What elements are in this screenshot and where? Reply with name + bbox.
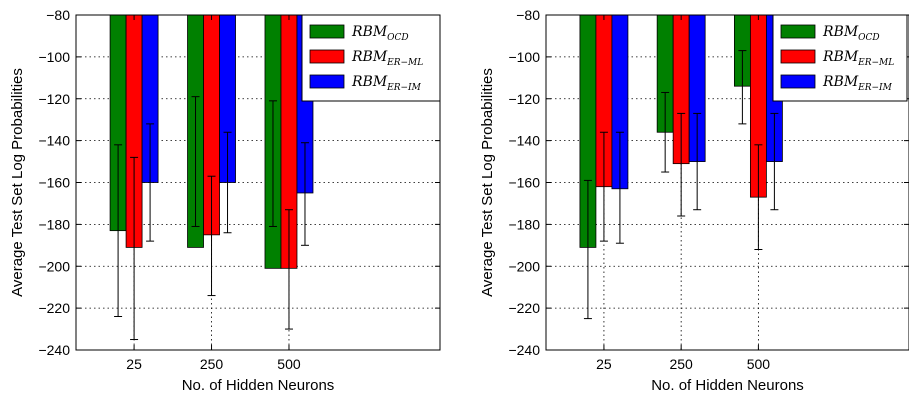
legend-swatch-3 <box>309 74 345 89</box>
y-tick-label-7: −220 <box>508 300 540 316</box>
x-axis-label: No. of Hidden Neurons <box>651 377 804 394</box>
x-tick-label-2: 500 <box>277 356 301 372</box>
legend-label-3: RBMER−IM <box>351 74 422 93</box>
y-tick-label-1: −100 <box>38 49 70 65</box>
y-tick-label-6: −200 <box>508 258 540 274</box>
y-tick-label-0: −80 <box>516 7 540 23</box>
y-tick-label-7: −220 <box>38 300 70 316</box>
legend-label-2: RBMER−ML <box>351 49 423 68</box>
x-tick-label-1: 250 <box>669 356 693 372</box>
x-tick-label-0: 25 <box>126 356 142 372</box>
y-tick-label-8: −240 <box>38 342 70 358</box>
x-axis-label: No. of Hidden Neurons <box>182 377 335 394</box>
y-tick-label-5: −180 <box>38 216 70 232</box>
legend: RBMOCD RBMER−ML RBMER−IM <box>772 14 908 102</box>
y-axis-label: Average Test Set Log Probabilities <box>9 68 26 297</box>
legend-label-1: RBMOCD <box>351 24 409 43</box>
legend-swatch-3 <box>780 74 816 89</box>
y-tick-label-3: −140 <box>38 133 70 149</box>
x-tick-label-0: 25 <box>596 356 612 372</box>
y-tick-label-8: −240 <box>508 342 540 358</box>
legend-swatch-1 <box>309 24 345 39</box>
chart-panel-2: −80 −100 −120 −140 −160 −180 −200 −220 −240 25 250… <box>479 7 909 394</box>
y-tick-label-2: −120 <box>38 91 70 107</box>
legend-label-1: RBMOCD <box>822 24 880 43</box>
y-tick-label-4: −160 <box>508 175 540 191</box>
x-tick-label-2: 500 <box>747 356 771 372</box>
y-tick-label-0: −80 <box>46 7 70 23</box>
y-tick-label-4: −160 <box>38 175 70 191</box>
legend-label-3: RBMER−IM <box>822 74 893 93</box>
y-tick-label-6: −200 <box>38 258 70 274</box>
legend: RBMOCD RBMER−ML RBMER−IM <box>301 14 441 102</box>
legend-swatch-1 <box>780 24 816 39</box>
legend-swatch-2 <box>780 49 816 64</box>
y-axis-label: Average Test Set Log Probabilities <box>479 68 496 297</box>
x-tick-label-1: 250 <box>200 356 224 372</box>
legend-label-2: RBMER−ML <box>822 49 894 68</box>
chart-panel-1: −80 −100 −120 −140 −160 −180 −200 −220 −240 25 250… <box>9 7 441 394</box>
legend-swatch-2 <box>309 49 345 64</box>
y-tick-label-2: −120 <box>508 91 540 107</box>
y-tick-label-5: −180 <box>508 216 540 232</box>
y-tick-label-3: −140 <box>508 133 540 149</box>
y-tick-label-1: −100 <box>508 49 540 65</box>
